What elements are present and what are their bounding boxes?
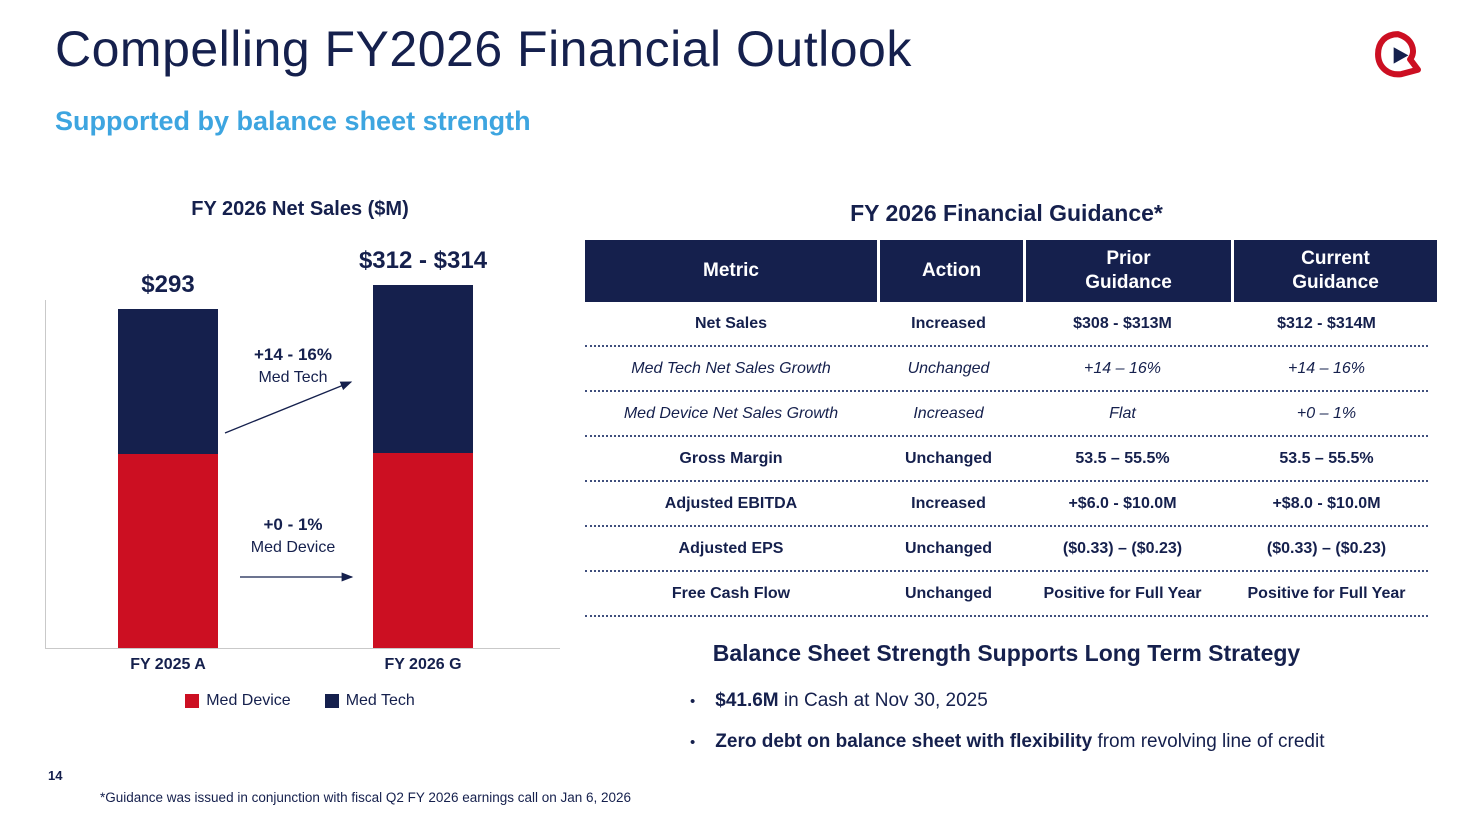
chart-title: FY 2026 Net Sales ($M) bbox=[191, 198, 409, 220]
table-cell-prior: +$6.0 - $10.0M bbox=[1068, 494, 1177, 512]
table-cell-prior: 53.5 – 55.5% bbox=[1075, 449, 1170, 467]
table-cell-action: Increased bbox=[913, 404, 984, 422]
legend-label: Med Device bbox=[206, 692, 291, 709]
table-row: Med Device Net Sales Growth Increased Flat… bbox=[585, 392, 1428, 437]
bar-fy2026g bbox=[373, 285, 473, 648]
legend-item-med-device: Med Device bbox=[185, 692, 291, 710]
column-header-current-guidance: Current Guidance bbox=[1234, 240, 1437, 302]
table-cell-current: 53.5 – 55.5% bbox=[1279, 449, 1374, 467]
table-cell-prior: Positive for Full Year bbox=[1043, 584, 1202, 602]
table-cell-prior: Flat bbox=[1109, 404, 1136, 422]
bar-fy2025a bbox=[118, 309, 218, 648]
table-cell-current: +$8.0 - $10.0M bbox=[1272, 494, 1381, 512]
footnote: *Guidance was issued in conjunction with… bbox=[100, 790, 632, 805]
bar-segment-med-device bbox=[118, 454, 218, 648]
table-cell-current: +0 – 1% bbox=[1296, 404, 1357, 422]
legend-item-med-tech: Med Tech bbox=[324, 692, 415, 710]
legend-swatch-med-tech bbox=[324, 694, 339, 708]
table-cell-action: Unchanged bbox=[904, 449, 993, 467]
table-cell-current: +14 – 16% bbox=[1288, 359, 1365, 377]
table-row: Adjusted EBITDA Increased +$6.0 - $10.0M +$… bbox=[585, 482, 1428, 527]
annotation-label: Med Tech bbox=[258, 368, 328, 386]
chart-legend: Med Device Med Tech bbox=[40, 692, 560, 710]
table-cell-prior: ($0.33) – ($0.23) bbox=[1062, 539, 1183, 557]
bar-segment-med-device bbox=[373, 453, 473, 648]
bullet-cash: • $41.6M in Cash at Nov 30, 2025 bbox=[690, 690, 1430, 712]
table-cell-action: Increased bbox=[911, 314, 986, 332]
table-cell-metric: Med Device Net Sales Growth bbox=[623, 404, 839, 422]
bullet-zero-debt: • Zero debt on balance sheet with flexib… bbox=[690, 731, 1430, 753]
annotation-value: +14 - 16% bbox=[254, 345, 332, 364]
table-cell-action: Unchanged bbox=[904, 539, 993, 557]
bar-segment-med-tech bbox=[118, 309, 218, 454]
table-cell-metric: Med Tech Net Sales Growth bbox=[631, 359, 831, 377]
arrow-med-tech bbox=[224, 381, 353, 434]
table-cell-action: Increased bbox=[911, 494, 986, 512]
bar-total-label: $293 bbox=[141, 271, 195, 298]
column-header-metric: Metric bbox=[585, 240, 877, 302]
table-cell-prior: +14 – 16% bbox=[1084, 359, 1161, 377]
balance-sheet-heading: Balance Sheet Strength Supports Long Ter… bbox=[712, 640, 1301, 666]
bullet-icon: • bbox=[690, 734, 696, 751]
table-row: Free Cash Flow Unchanged Positive for Full… bbox=[585, 572, 1428, 617]
chart-x-axis bbox=[45, 648, 560, 649]
legend-label: Med Tech bbox=[345, 692, 415, 709]
table-cell-current: ($0.33) – ($0.23) bbox=[1266, 539, 1387, 557]
annotation-med-tech-growth: +14 - 16% Med Tech bbox=[218, 344, 368, 389]
page-title: Compelling FY2026 Financial Outlook bbox=[55, 21, 912, 77]
guidance-table-body: Net Sales Increased $308 - $313M $312 - $31… bbox=[585, 302, 1428, 617]
annotation-label: Med Device bbox=[250, 538, 336, 556]
bar-segment-med-tech bbox=[373, 285, 473, 453]
table-row: Med Tech Net Sales Growth Unchanged +14 – … bbox=[585, 347, 1428, 392]
table-cell-metric: Adjusted EPS bbox=[678, 539, 784, 557]
bar-total-label: $312 - $314 bbox=[358, 247, 488, 274]
page-number: 14 bbox=[48, 768, 63, 783]
annotation-med-device-growth: +0 - 1% Med Device bbox=[218, 514, 368, 559]
guidance-table-title: FY 2026 Financial Guidance* bbox=[850, 200, 1163, 226]
table-cell-action: Unchanged bbox=[907, 359, 990, 377]
table-cell-metric: Gross Margin bbox=[679, 449, 783, 467]
table-cell-prior: $308 - $313M bbox=[1073, 314, 1172, 332]
table-cell-current: $312 - $314M bbox=[1277, 314, 1376, 332]
annotation-value: +0 - 1% bbox=[263, 515, 323, 534]
balance-sheet-bullets: • $41.6M in Cash at Nov 30, 2025 • Zero … bbox=[690, 690, 1430, 772]
chart-arrows bbox=[224, 381, 354, 582]
bullet-text: Zero debt on balance sheet with flexibil… bbox=[715, 731, 1325, 752]
guidance-table-header: Metric Action Prior Guidance Current Gui… bbox=[585, 240, 1437, 302]
legend-swatch-med-device bbox=[185, 694, 200, 708]
column-header-prior-guidance: Prior Guidance bbox=[1026, 240, 1231, 302]
bullet-text: $41.6M in Cash at Nov 30, 2025 bbox=[715, 690, 988, 711]
table-cell-current: Positive for Full Year bbox=[1247, 584, 1406, 602]
table-cell-metric: Adjusted EBITDA bbox=[664, 494, 798, 512]
company-logo-icon bbox=[1375, 31, 1421, 78]
table-row: Net Sales Increased $308 - $313M $312 - $31… bbox=[585, 302, 1428, 347]
x-axis-label-fy2025a: FY 2025 A bbox=[130, 656, 206, 673]
table-row: Gross Margin Unchanged 53.5 – 55.5% 53.5 – … bbox=[585, 437, 1428, 482]
column-header-action: Action bbox=[880, 240, 1023, 302]
x-axis-label-fy2026g: FY 2026 G bbox=[384, 656, 462, 673]
table-cell-metric: Free Cash Flow bbox=[671, 584, 791, 602]
table-row: Adjusted EPS Unchanged ($0.33) – ($0.23) ($… bbox=[585, 527, 1428, 572]
table-cell-metric: Net Sales bbox=[694, 314, 768, 332]
chart-y-axis bbox=[45, 300, 46, 648]
page-subtitle: Supported by balance sheet strength bbox=[55, 106, 531, 136]
table-cell-action: Unchanged bbox=[904, 584, 993, 602]
bullet-icon: • bbox=[690, 693, 696, 710]
guidance-table: Metric Action Prior Guidance Current Gui… bbox=[585, 240, 1437, 617]
